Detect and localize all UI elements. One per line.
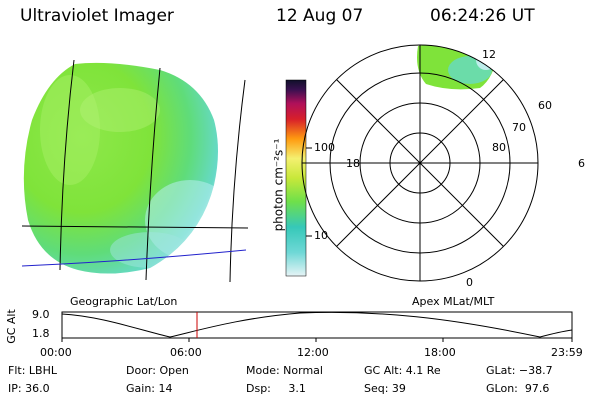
instrument-title: Ultraviolet Imager	[20, 6, 174, 26]
status-seq: Seq: 39	[364, 382, 406, 395]
timeline-tick-2359: 23:59	[551, 346, 583, 359]
earth-image	[23, 62, 219, 274]
mlt-label-0: 0	[466, 276, 473, 289]
timeline-ymax: 9.0	[32, 308, 50, 321]
timeline-ylabel: GC Alt	[4, 309, 18, 344]
timeline-tick-0600: 06:00	[170, 346, 202, 359]
status-gain: Gain: 14	[126, 382, 173, 395]
colorbar-tick-10: 10	[314, 229, 328, 242]
geographic-caption: Geographic Lat/Lon	[70, 295, 178, 308]
mlt-label-12: 12	[482, 48, 496, 61]
colorbar	[285, 79, 307, 277]
status-dsp: Dsp: 3.1	[246, 382, 306, 395]
geographic-grid	[21, 59, 249, 283]
status-gc-alt: GC Alt: 4.1 Re	[364, 364, 441, 377]
status-glat: GLat: −38.7	[486, 364, 553, 377]
mlt-label-18: 18	[346, 157, 360, 170]
colorbar-unit-label: photon cm⁻²s⁻¹	[271, 138, 286, 232]
status-filter: Flt: LBHL	[8, 364, 57, 377]
time-label: 06:24:26 UT	[430, 6, 535, 26]
apex-caption: Apex MLat/MLT	[412, 295, 495, 308]
mlt-label-6: 6	[578, 157, 585, 170]
mlat-label-80: 80	[492, 141, 506, 154]
date-label: 12 Aug 07	[276, 6, 364, 26]
colorbar-tick-100: 100	[314, 141, 335, 154]
colorbar-ticks	[306, 147, 312, 237]
timeline-ymin: 1.8	[32, 327, 50, 340]
status-mode: Mode: Normal	[246, 364, 323, 377]
timeline-tick-1800: 18:00	[424, 346, 456, 359]
timeline-tick-1200: 12:00	[297, 346, 329, 359]
mlat-label-70: 70	[512, 121, 526, 134]
mlat-label-60: 60	[538, 99, 552, 112]
status-glon: GLon: 97.6	[486, 382, 550, 395]
equator-line	[21, 249, 247, 267]
altitude-timeline	[61, 311, 573, 342]
status-ip: IP: 36.0	[8, 382, 50, 395]
timeline-tick-0000: 00:00	[40, 346, 72, 359]
status-door: Door: Open	[126, 364, 189, 377]
polar-grid	[301, 44, 539, 282]
